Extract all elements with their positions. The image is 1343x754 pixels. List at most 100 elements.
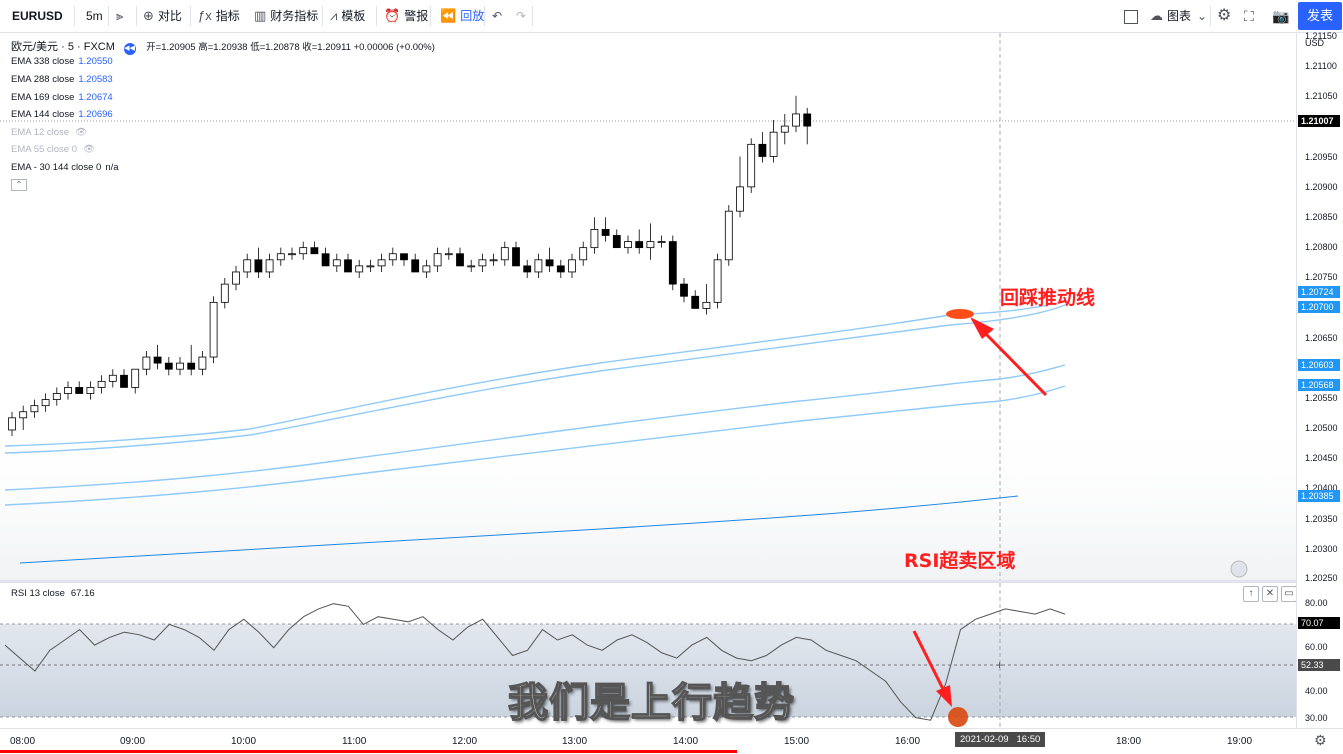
candle-body-up bbox=[792, 113, 800, 127]
layout-button[interactable] bbox=[1124, 0, 1138, 32]
study-legend-ema30-144[interactable]: EMA - 30 144 close 0 n/a bbox=[11, 162, 119, 173]
candle-body-up bbox=[355, 265, 364, 273]
toolbar-divider bbox=[376, 6, 377, 26]
ema-price-tag: 1.20603 bbox=[1298, 359, 1340, 371]
hidden-eye-icon[interactable]: 👁 bbox=[75, 127, 88, 138]
candle-body-up bbox=[220, 283, 229, 303]
financials-button[interactable]: ▥ 财务指标 bbox=[254, 0, 318, 32]
price-tick: 1.21050 bbox=[1305, 91, 1338, 101]
study-legend-ema169[interactable]: EMA 169 close 1.20674 bbox=[11, 92, 113, 103]
time-tick: 15:00 bbox=[784, 736, 810, 747]
price-tick: 1.20750 bbox=[1305, 272, 1338, 282]
candle-body-down bbox=[400, 253, 408, 261]
replay-badge-icon[interactable]: ◀◀ bbox=[123, 43, 136, 55]
candles-icon: ⫸ bbox=[116, 8, 124, 23]
candle-body-up bbox=[624, 241, 632, 249]
candle-body-down bbox=[153, 356, 162, 364]
toolbar-divider bbox=[532, 6, 533, 26]
candle-body-up bbox=[702, 301, 711, 309]
candle-body-up bbox=[388, 253, 397, 261]
study-value: 1.20583 bbox=[78, 74, 113, 85]
rsi-band bbox=[0, 624, 1296, 717]
toolbar-divider bbox=[1210, 6, 1211, 26]
snapshot-button[interactable]: 📷 bbox=[1272, 0, 1289, 32]
close-icon: ✕ bbox=[1265, 588, 1275, 599]
pane-separator[interactable] bbox=[0, 580, 1343, 583]
close-pane-button[interactable]: ✕ bbox=[1262, 586, 1278, 602]
ema-price-tag: 1.20700 bbox=[1298, 301, 1340, 313]
redo-button[interactable]: ↷ bbox=[516, 0, 526, 32]
candle-body-up bbox=[243, 259, 252, 273]
study-value: 1.20674 bbox=[78, 92, 113, 103]
symbol-title[interactable]: 欧元/美元 · 5 · FXCM bbox=[11, 41, 115, 53]
rsi-line bbox=[4, 603, 1066, 721]
rewind-icon: ⏪ bbox=[440, 8, 457, 23]
study-legend-ema288[interactable]: EMA 288 close 1.20583 bbox=[11, 74, 113, 85]
symbol-search[interactable]: EURUSD bbox=[12, 9, 63, 23]
ema-169-line bbox=[4, 304, 1066, 454]
candle-body-down bbox=[635, 241, 644, 249]
main-chart-pane[interactable]: 欧元/美元 · 5 · FXCM ◀◀ 开=1.20905 高=1.20938 … bbox=[0, 33, 1296, 580]
replay-button[interactable]: ⏪ 回放 bbox=[440, 0, 484, 32]
time-axis[interactable]: 08:00 09:00 10:00 11:00 12:00 13:00 14:0… bbox=[0, 728, 1343, 754]
chart-menu-button[interactable]: ☁ 图表 ⌄ bbox=[1150, 0, 1207, 32]
candle-body-down bbox=[612, 235, 621, 249]
candle-body-down bbox=[456, 253, 464, 267]
candle-body-up bbox=[64, 387, 72, 394]
study-legend-ema144[interactable]: EMA 144 close 1.20696 bbox=[11, 109, 113, 120]
compare-button[interactable]: ⊕ 对比 bbox=[143, 0, 182, 32]
candle-body-up bbox=[444, 253, 453, 256]
rsi-pane[interactable]: + RSI 13 close 67.16 ↑ ✕ ▭ bbox=[0, 583, 1297, 728]
collapse-legend-button[interactable]: ⌃ bbox=[11, 179, 27, 191]
publish-button[interactable]: 发表 bbox=[1298, 2, 1342, 30]
rsi-tick: 80.00 bbox=[1305, 598, 1328, 608]
last-price-tag: 1.21007 bbox=[1298, 115, 1340, 127]
currency-label[interactable]: USD bbox=[1305, 38, 1325, 48]
rsi-study-name: RSI 13 close bbox=[11, 588, 65, 599]
ohlc-values: 开=1.20905 高=1.20938 低=1.20878 收=1.20911 … bbox=[146, 42, 435, 53]
rsi-legend[interactable]: RSI 13 close 67.16 bbox=[11, 588, 95, 599]
rsi-tick: 60.00 bbox=[1305, 642, 1328, 652]
price-tick: 1.20650 bbox=[1305, 333, 1338, 343]
cloud-icon: ☁ bbox=[1150, 8, 1163, 23]
candle-body-up bbox=[433, 253, 442, 267]
time-tick: 13:00 bbox=[562, 736, 588, 747]
settings-button[interactable]: ⚙ bbox=[1217, 0, 1231, 32]
time-tick: 09:00 bbox=[120, 736, 146, 747]
bar-style-button[interactable]: ⫸ bbox=[116, 0, 127, 32]
fx-icon: ƒx bbox=[198, 8, 212, 23]
flag-icon[interactable] bbox=[1230, 560, 1248, 578]
interval-button[interactable]: 5m bbox=[86, 9, 103, 23]
candle-body-up bbox=[568, 259, 576, 273]
candle-body-down bbox=[803, 113, 812, 127]
maximize-pane-button[interactable]: ▭ bbox=[1281, 586, 1297, 602]
square-layout-icon bbox=[1124, 9, 1138, 24]
study-name: EMA - 30 144 close 0 bbox=[11, 162, 102, 173]
study-legend-ema338[interactable]: EMA 338 close 1.20550 bbox=[11, 56, 113, 67]
candle-body-up bbox=[131, 368, 140, 388]
hidden-eye-icon[interactable]: 👁 bbox=[83, 144, 96, 155]
axis-settings-button[interactable]: ⚙ bbox=[1314, 732, 1327, 749]
undo-button[interactable]: ↶ bbox=[492, 0, 502, 32]
alert-button[interactable]: ⏰ 警报 bbox=[384, 0, 428, 32]
candle-body-down bbox=[344, 259, 352, 273]
rsi-tick: 30.00 bbox=[1305, 713, 1328, 723]
study-legend-ema12[interactable]: EMA 12 close 👁 bbox=[11, 127, 87, 138]
price-tick: 1.20900 bbox=[1305, 182, 1338, 192]
candle-body-up bbox=[377, 259, 386, 267]
ema-338-line bbox=[4, 385, 1066, 506]
study-legend-ema55[interactable]: EMA 55 close 0 👁 bbox=[11, 144, 95, 155]
time-tick: 08:00 bbox=[10, 736, 36, 747]
templates-button[interactable]: ⩘ 模板 bbox=[330, 0, 365, 32]
candle-body-up bbox=[724, 210, 733, 261]
candle-body-up bbox=[108, 374, 117, 382]
fullscreen-button[interactable]: ⛶ bbox=[1244, 0, 1254, 32]
ema-price-tag: 1.20568 bbox=[1298, 379, 1340, 391]
move-up-button[interactable]: ↑ bbox=[1243, 586, 1259, 602]
candle-body-up bbox=[41, 399, 50, 407]
candle-body-up bbox=[489, 259, 498, 262]
candle-body-up bbox=[590, 229, 599, 249]
price-axis[interactable]: 1.21150 USD 1.21100 1.21050 1.20950 1.20… bbox=[1296, 31, 1343, 728]
maximize-icon: ▭ bbox=[1284, 588, 1294, 599]
indicators-button[interactable]: ƒx 指标 bbox=[198, 0, 240, 32]
